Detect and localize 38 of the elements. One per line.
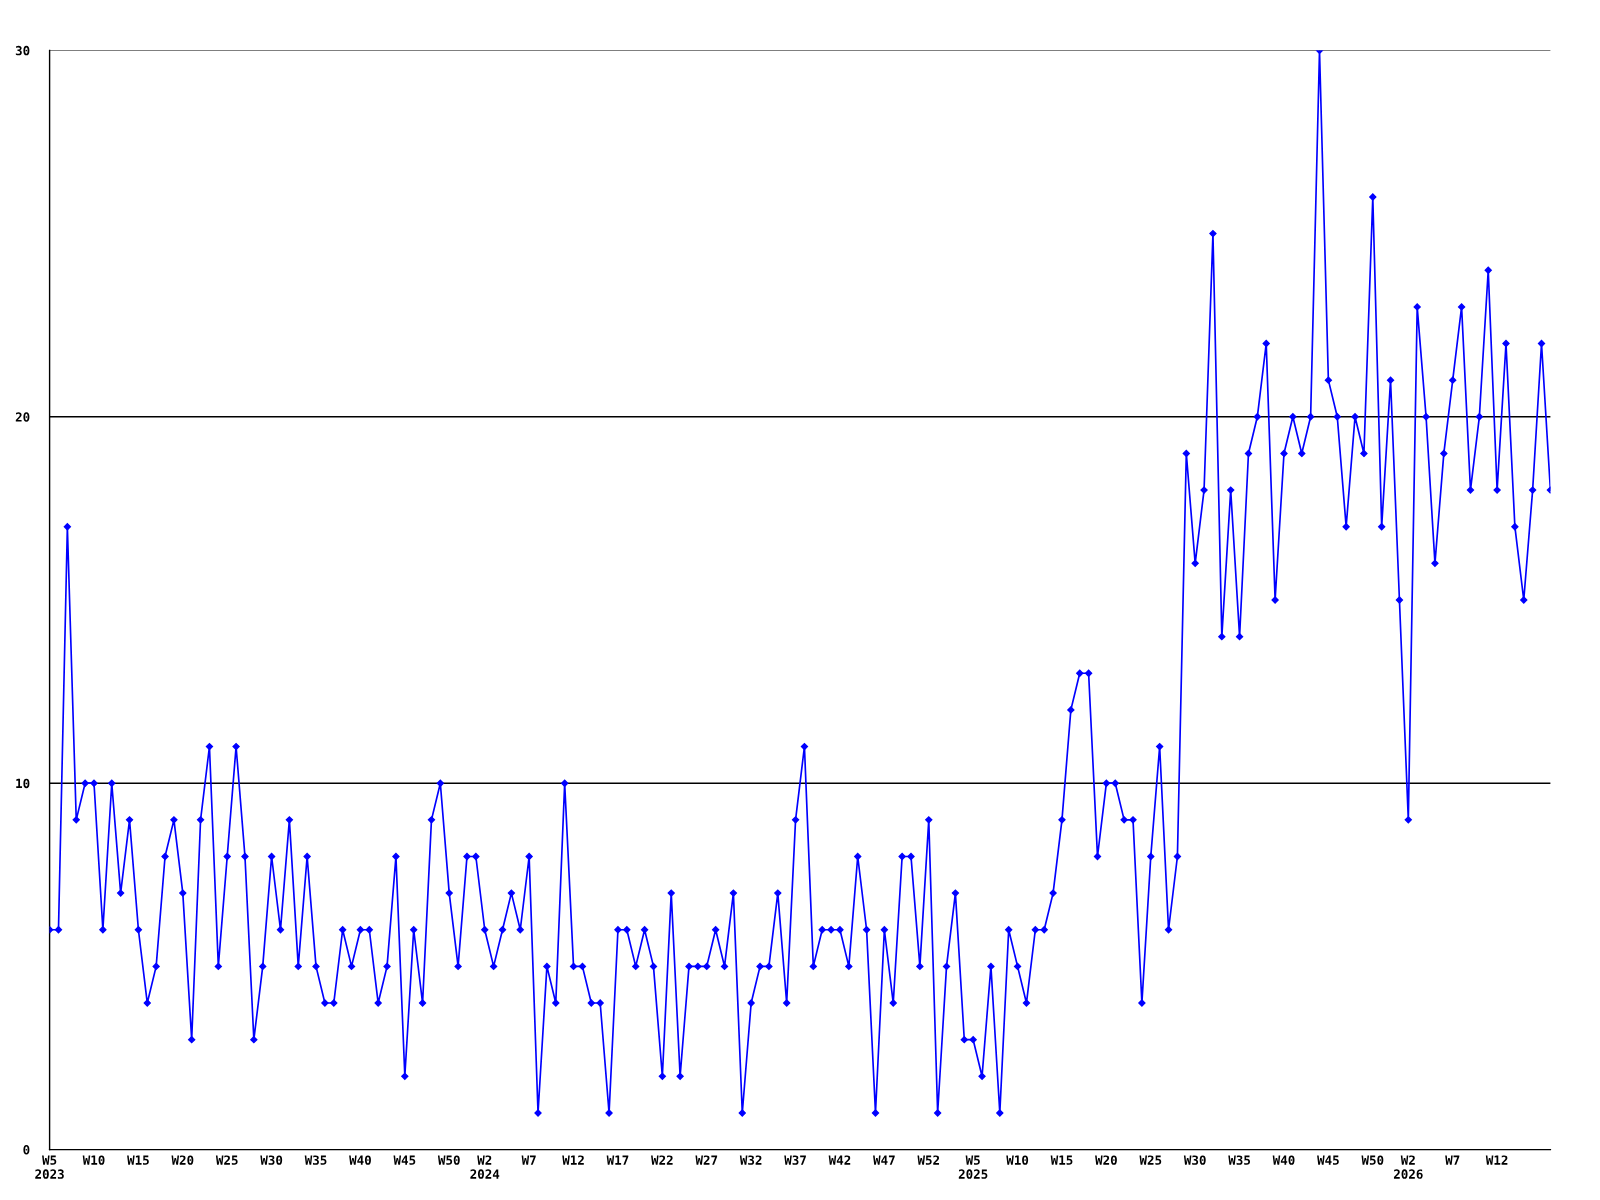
x-tick-label: W20 bbox=[171, 1155, 194, 1165]
x-tick-label: W35 bbox=[1228, 1155, 1251, 1165]
x-tick-label: W7 bbox=[1445, 1155, 1460, 1165]
x-tick-label: W15 bbox=[127, 1155, 149, 1165]
x-tick-label: W45 bbox=[393, 1155, 416, 1165]
x-tick-label: W27 bbox=[695, 1155, 718, 1165]
x-tick-label: W50 bbox=[437, 1155, 460, 1165]
x-tick-label: W40 bbox=[1272, 1155, 1295, 1165]
x-tick-label: W37 bbox=[784, 1155, 806, 1165]
x-tick-label: W25 bbox=[1139, 1155, 1162, 1165]
y-tick-label: 10 bbox=[16, 778, 30, 789]
x-tick-label: W47 bbox=[873, 1155, 895, 1165]
x-tick-label: W40 bbox=[349, 1155, 371, 1165]
x-tick-label: W10 bbox=[82, 1155, 105, 1165]
x-tick-label: W35 bbox=[304, 1155, 327, 1165]
x-tick-label: W5 2023 bbox=[35, 1155, 64, 1179]
x-tick-label: W50 bbox=[1361, 1155, 1384, 1165]
x-tick-label: W12 bbox=[1485, 1155, 1508, 1165]
x-tick-label: W22 bbox=[651, 1155, 673, 1165]
x-tick-label: W32 bbox=[739, 1155, 762, 1165]
x-tick-label: W7 bbox=[521, 1155, 536, 1165]
x-tick-label: W2 2026 bbox=[1393, 1155, 1423, 1179]
x-tick-label: W45 bbox=[1317, 1155, 1339, 1165]
x-tick-label: W2 2024 bbox=[470, 1155, 500, 1179]
x-tick-label: W30 bbox=[1183, 1155, 1206, 1165]
x-tick-label: W10 bbox=[1006, 1155, 1029, 1165]
y-tick-label: 30 bbox=[15, 45, 30, 56]
x-tick-label: W12 bbox=[562, 1155, 584, 1165]
x-tick-label: W15 bbox=[1050, 1155, 1073, 1165]
x-tick-label: W20 bbox=[1095, 1155, 1117, 1165]
y-tick-label: 20 bbox=[15, 412, 30, 422]
x-tick-label: W42 bbox=[828, 1155, 851, 1165]
x-tick-label: W52 bbox=[917, 1155, 940, 1165]
x-tick-label: W5 2025 bbox=[958, 1155, 988, 1179]
x-tick-label: W17 bbox=[606, 1155, 629, 1165]
x-tick-label: W30 bbox=[260, 1155, 283, 1165]
y-tick-label: 0 bbox=[23, 1145, 30, 1155]
x-tick-label: W25 bbox=[215, 1155, 238, 1165]
